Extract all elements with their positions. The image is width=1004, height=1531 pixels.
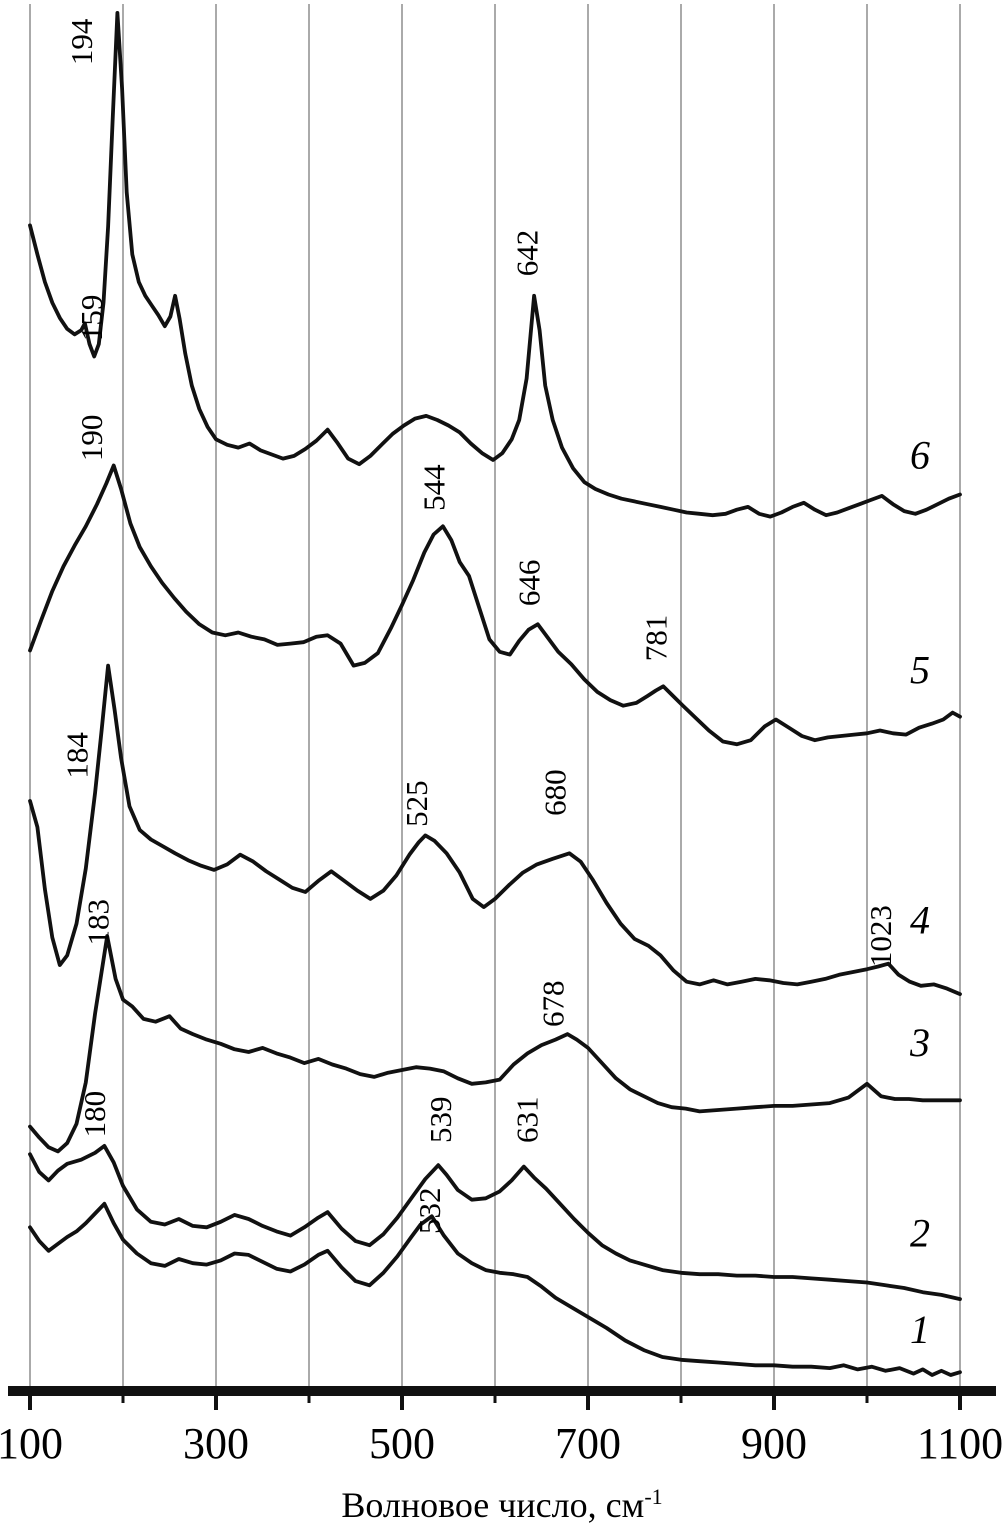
x-axis-title-exponent: -1	[644, 1484, 663, 1509]
peak-label: 1023	[863, 905, 898, 967]
spectrum-curve-2	[28, 1144, 962, 1301]
spectrum-curve-1	[28, 1201, 962, 1377]
curve-number-label: 6	[910, 432, 930, 477]
peak-label: 646	[511, 560, 546, 607]
curve-number-label: 5	[910, 648, 930, 693]
x-tick-label: 500	[369, 1419, 435, 1468]
peak-label: 642	[509, 230, 544, 277]
peak-label: 159	[74, 295, 109, 342]
x-axis-title: Волновое число, см-1	[0, 1484, 1004, 1526]
spectrum-curve-3	[28, 934, 962, 1154]
curve-number-label: 3	[909, 1020, 930, 1065]
peak-label: 631	[509, 1096, 544, 1143]
curve-number-label: 2	[910, 1211, 930, 1256]
peak-label: 678	[536, 980, 571, 1026]
peak-label: 194	[64, 18, 99, 65]
spectrum-curve-4	[28, 663, 962, 996]
x-tick-label: 300	[183, 1419, 249, 1468]
x-tick-label: 700	[555, 1419, 621, 1468]
x-axis-bar	[8, 1386, 996, 1396]
peak-label: 525	[399, 780, 434, 827]
peak-label: 544	[416, 464, 451, 511]
peak-label: 539	[423, 1096, 458, 1143]
curve-number-label: 4	[910, 897, 930, 942]
peak-label: 184	[59, 732, 94, 779]
x-tick-label: 100	[0, 1419, 63, 1468]
curve-number-label: 1	[910, 1307, 930, 1352]
x-axis-title-text: Волновое число, см	[341, 1485, 645, 1525]
spectrum-curve-6	[28, 10, 962, 519]
peak-label: 190	[74, 415, 109, 462]
peak-label: 532	[412, 1187, 447, 1234]
x-tick-label: 900	[741, 1419, 807, 1468]
x-tick-label: 1100	[917, 1419, 1003, 1468]
peak-label: 180	[77, 1091, 112, 1138]
peak-label: 680	[537, 769, 572, 816]
peak-label: 781	[639, 615, 674, 662]
peak-label: 183	[81, 899, 116, 946]
spectrum-curve-5	[28, 463, 962, 747]
